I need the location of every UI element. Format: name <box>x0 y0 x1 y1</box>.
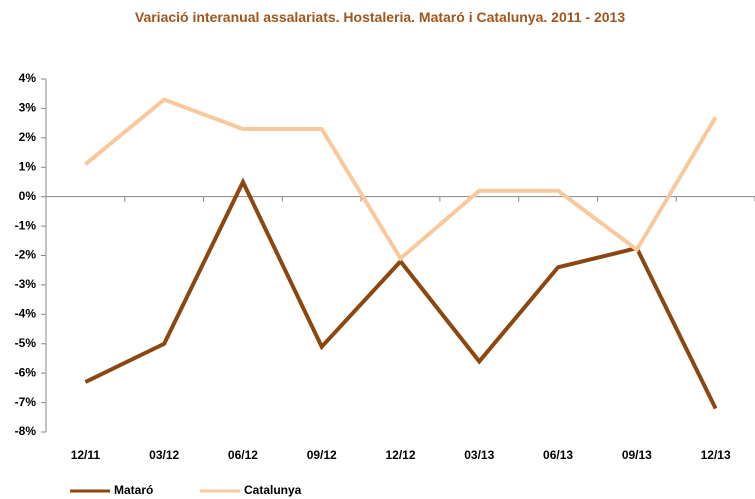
x-tick-label: 06/13 <box>543 448 573 462</box>
y-tick-label: -6% <box>15 365 37 379</box>
line-series <box>84 97 718 262</box>
legend-label: Mataró <box>114 483 153 497</box>
y-tick-label: 0% <box>19 189 37 203</box>
y-tick-label: -3% <box>15 277 37 291</box>
y-tick-label: -8% <box>15 424 37 438</box>
x-tick-label: 12/12 <box>385 448 415 462</box>
y-tick-label: 3% <box>19 101 37 115</box>
y-tick-label: -5% <box>15 336 37 350</box>
y-tick-label: -7% <box>15 395 37 409</box>
x-tick-label: 06/12 <box>228 448 258 462</box>
x-tick-label: 03/12 <box>149 448 179 462</box>
y-tick-label: -2% <box>15 248 37 262</box>
legend-label: Catalunya <box>244 483 302 497</box>
x-tick-label: 12/11 <box>71 448 101 462</box>
x-tick-label: 12/13 <box>701 448 731 462</box>
y-tick-label: -4% <box>15 307 37 321</box>
line-series <box>84 177 718 410</box>
y-tick-label: 1% <box>19 159 37 173</box>
chart-title: Variació interanual assalariats. Hostale… <box>134 9 626 25</box>
y-tick-label: 4% <box>19 71 37 85</box>
y-tick-label: -1% <box>15 218 37 232</box>
y-tick-label: 2% <box>19 130 37 144</box>
x-tick-label: 09/13 <box>622 448 652 462</box>
x-tick-label: 03/13 <box>464 448 494 462</box>
x-tick-label: 09/12 <box>307 448 337 462</box>
